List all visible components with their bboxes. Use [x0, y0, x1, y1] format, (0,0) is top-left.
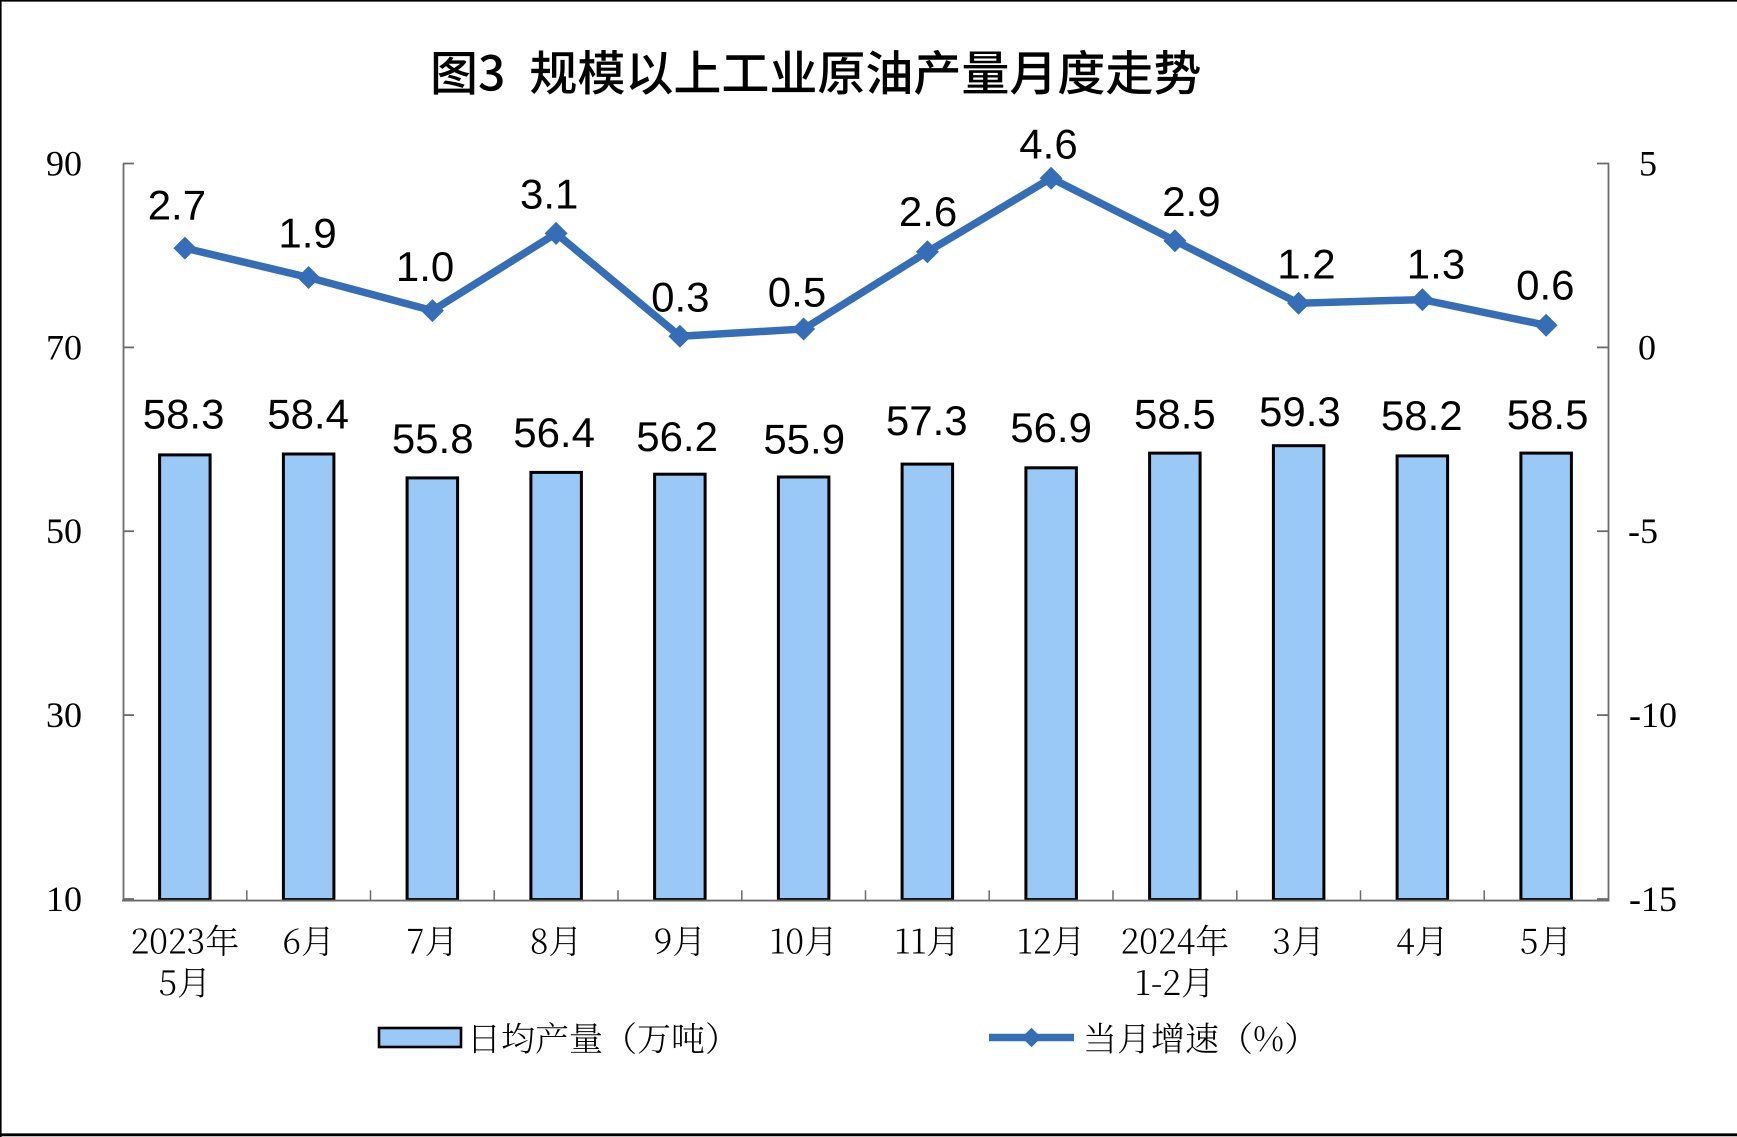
svg-text:2.7: 2.7 — [148, 182, 206, 229]
svg-text:1.3: 1.3 — [1407, 240, 1465, 287]
svg-text:70: 70 — [46, 327, 82, 367]
svg-text:58.5: 58.5 — [1134, 391, 1216, 438]
svg-text:-15: -15 — [1629, 879, 1677, 919]
svg-text:3.1: 3.1 — [520, 170, 578, 217]
svg-text:1.2: 1.2 — [1277, 240, 1335, 287]
svg-text:56.2: 56.2 — [636, 413, 718, 460]
svg-text:57.3: 57.3 — [886, 397, 968, 444]
svg-text:1.0: 1.0 — [396, 243, 454, 290]
svg-text:-5: -5 — [1628, 511, 1658, 551]
svg-text:0: 0 — [1638, 327, 1656, 367]
svg-text:55.9: 55.9 — [763, 415, 845, 462]
svg-text:2.9: 2.9 — [1162, 178, 1220, 225]
svg-text:50: 50 — [46, 511, 82, 551]
svg-text:90: 90 — [46, 144, 82, 184]
svg-text:5: 5 — [1639, 144, 1657, 184]
svg-text:0.6: 0.6 — [1516, 262, 1574, 309]
svg-text:1.9: 1.9 — [278, 210, 336, 257]
svg-text:30: 30 — [46, 695, 82, 735]
svg-text:0.5: 0.5 — [768, 268, 826, 315]
svg-text:55.8: 55.8 — [392, 415, 474, 462]
svg-text:2.6: 2.6 — [899, 188, 957, 235]
svg-text:59.3: 59.3 — [1259, 388, 1341, 435]
svg-text:56.9: 56.9 — [1010, 404, 1092, 451]
svg-text:58.3: 58.3 — [143, 391, 225, 438]
svg-text:58.2: 58.2 — [1381, 392, 1463, 439]
svg-text:56.4: 56.4 — [513, 409, 595, 456]
svg-text:58.5: 58.5 — [1507, 391, 1589, 438]
svg-text:0.3: 0.3 — [651, 273, 709, 320]
svg-text:4.6: 4.6 — [1019, 121, 1077, 168]
svg-text:58.4: 58.4 — [267, 391, 349, 438]
svg-text:-10: -10 — [1629, 695, 1677, 735]
svg-text:10: 10 — [46, 879, 82, 919]
